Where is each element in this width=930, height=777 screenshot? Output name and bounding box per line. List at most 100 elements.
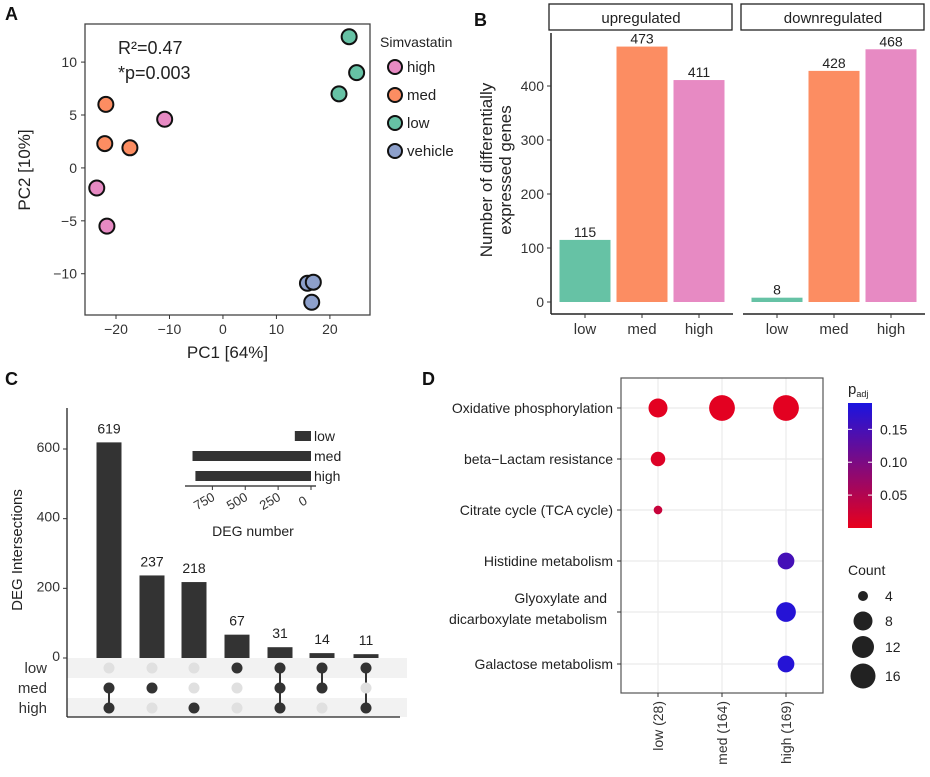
matrix-dot-active bbox=[103, 702, 115, 714]
pathway-label: Histidine metabolism bbox=[484, 553, 613, 569]
plot-border bbox=[84, 23, 371, 316]
colorbar-title: padj bbox=[848, 381, 868, 399]
panel-label: B bbox=[474, 10, 487, 30]
bar-value-label: 428 bbox=[822, 55, 846, 71]
size-legend-key bbox=[853, 611, 873, 631]
intersection-bar bbox=[139, 575, 165, 658]
matrix-dot-active bbox=[274, 702, 286, 714]
colorbar-tick-label: 0.15 bbox=[880, 421, 907, 437]
legend-key-low bbox=[387, 115, 403, 131]
bar-value-label: 237 bbox=[140, 553, 164, 569]
legend-label: vehicle bbox=[407, 143, 454, 160]
intersection-bar bbox=[267, 647, 293, 658]
pathway-label: dicarboxylate metabolism bbox=[449, 611, 607, 627]
bar-value-label: 115 bbox=[574, 224, 597, 240]
intersection-bar bbox=[224, 634, 250, 658]
x-tick-label: high bbox=[877, 321, 905, 338]
x-tick-label: med bbox=[627, 321, 656, 338]
size-legend-key bbox=[852, 636, 874, 658]
x-tick-label: med bbox=[819, 321, 848, 338]
facet-strip bbox=[740, 3, 925, 31]
matrix-dot-active bbox=[274, 682, 286, 694]
bar-med bbox=[808, 70, 860, 302]
colorbar-tick-label: 0.10 bbox=[880, 454, 907, 470]
colorbar-title-subscript: adj bbox=[856, 389, 868, 399]
x-tick-label: low bbox=[574, 321, 597, 338]
matrix-dot-inactive bbox=[188, 662, 200, 674]
colorbar bbox=[848, 403, 872, 528]
bar-value-label: 619 bbox=[97, 420, 121, 436]
bar-low bbox=[559, 239, 611, 302]
set-label: med bbox=[18, 680, 47, 697]
enrichment-point bbox=[709, 395, 735, 421]
point-med bbox=[97, 95, 115, 113]
pathway-label: Citrate cycle (TCA cycle) bbox=[460, 502, 613, 518]
x-tick-label: low bbox=[766, 321, 789, 338]
y-axis-label: PC2 [10%] bbox=[15, 129, 34, 210]
y-tick-label: 200 bbox=[521, 186, 545, 202]
enrichment-point bbox=[777, 655, 795, 673]
intersection-bar bbox=[181, 582, 207, 658]
bar-value-label: 67 bbox=[229, 613, 245, 629]
matrix-dot-inactive bbox=[316, 702, 328, 714]
bar-value-label: 14 bbox=[314, 631, 330, 647]
matrix-dot-active bbox=[360, 702, 372, 714]
bar-value-label: 218 bbox=[182, 560, 206, 576]
intersection-bar bbox=[96, 442, 122, 658]
bar-med bbox=[616, 46, 668, 302]
matrix-dot-inactive bbox=[231, 702, 243, 714]
matrix-dot-active bbox=[274, 662, 286, 674]
bar-value-label: 11 bbox=[359, 632, 374, 648]
size-legend-key bbox=[850, 663, 876, 689]
enrichment-point bbox=[648, 398, 668, 418]
matrix-dot-inactive bbox=[360, 682, 372, 694]
inset-category-label: high bbox=[314, 468, 340, 484]
x-tick-label: 20 bbox=[322, 321, 338, 337]
inset-category-label: med bbox=[314, 448, 341, 464]
y-axis-label: DEG Intersections bbox=[9, 489, 26, 611]
size-legend-label: 16 bbox=[885, 668, 901, 684]
matrix-dot-active bbox=[360, 662, 372, 674]
y-tick-label: 10 bbox=[61, 54, 77, 70]
matrix-dot-inactive bbox=[103, 662, 115, 674]
inset-x-tick-label: 0 bbox=[296, 493, 310, 510]
size-legend-key bbox=[858, 591, 868, 601]
p-value-annotation: *p=0.003 bbox=[118, 63, 191, 83]
bar-value-label: 8 bbox=[773, 282, 781, 298]
panel-label: A bbox=[5, 4, 18, 24]
facet-strip-label: upregulated bbox=[601, 10, 680, 27]
point-low bbox=[340, 28, 358, 46]
size-legend-label: 4 bbox=[885, 588, 893, 604]
matrix-dot-active bbox=[231, 662, 243, 674]
panel-label: C bbox=[5, 369, 18, 389]
y-tick-label: 5 bbox=[69, 107, 77, 123]
matrix-dot-active bbox=[316, 682, 328, 694]
pathway-label: Oxidative phosphorylation bbox=[452, 400, 613, 416]
enrichment-point bbox=[777, 552, 795, 570]
inset-x-tick-label: 750 bbox=[191, 489, 217, 513]
matrix-dot-inactive bbox=[146, 662, 158, 674]
y-tick-label: 0 bbox=[536, 294, 544, 310]
bar-value-label: 31 bbox=[272, 625, 288, 641]
point-high bbox=[156, 110, 174, 128]
x-tick-label: −20 bbox=[104, 321, 128, 337]
y-tick-label: 0 bbox=[69, 160, 77, 176]
legend-title: Simvastatin bbox=[380, 34, 452, 50]
set-label: low bbox=[24, 660, 47, 677]
y-tick-label: 600 bbox=[37, 439, 61, 455]
facet-strip bbox=[548, 3, 733, 31]
set-label: high bbox=[19, 700, 47, 717]
r-squared-annotation: R²=0.47 bbox=[118, 38, 183, 58]
inset-bar-med bbox=[192, 451, 311, 461]
point-med bbox=[121, 139, 139, 157]
x-tick-label: 0 bbox=[219, 321, 227, 337]
point-low bbox=[330, 85, 348, 103]
matrix-dot-inactive bbox=[231, 682, 243, 694]
matrix-dot-active bbox=[146, 682, 158, 694]
x-tick-label: low (28) bbox=[650, 701, 666, 751]
y-tick-label: −10 bbox=[53, 266, 77, 282]
panel-label: D bbox=[422, 369, 435, 389]
y-tick-label: 200 bbox=[37, 578, 61, 594]
bar-value-label: 473 bbox=[630, 31, 654, 47]
